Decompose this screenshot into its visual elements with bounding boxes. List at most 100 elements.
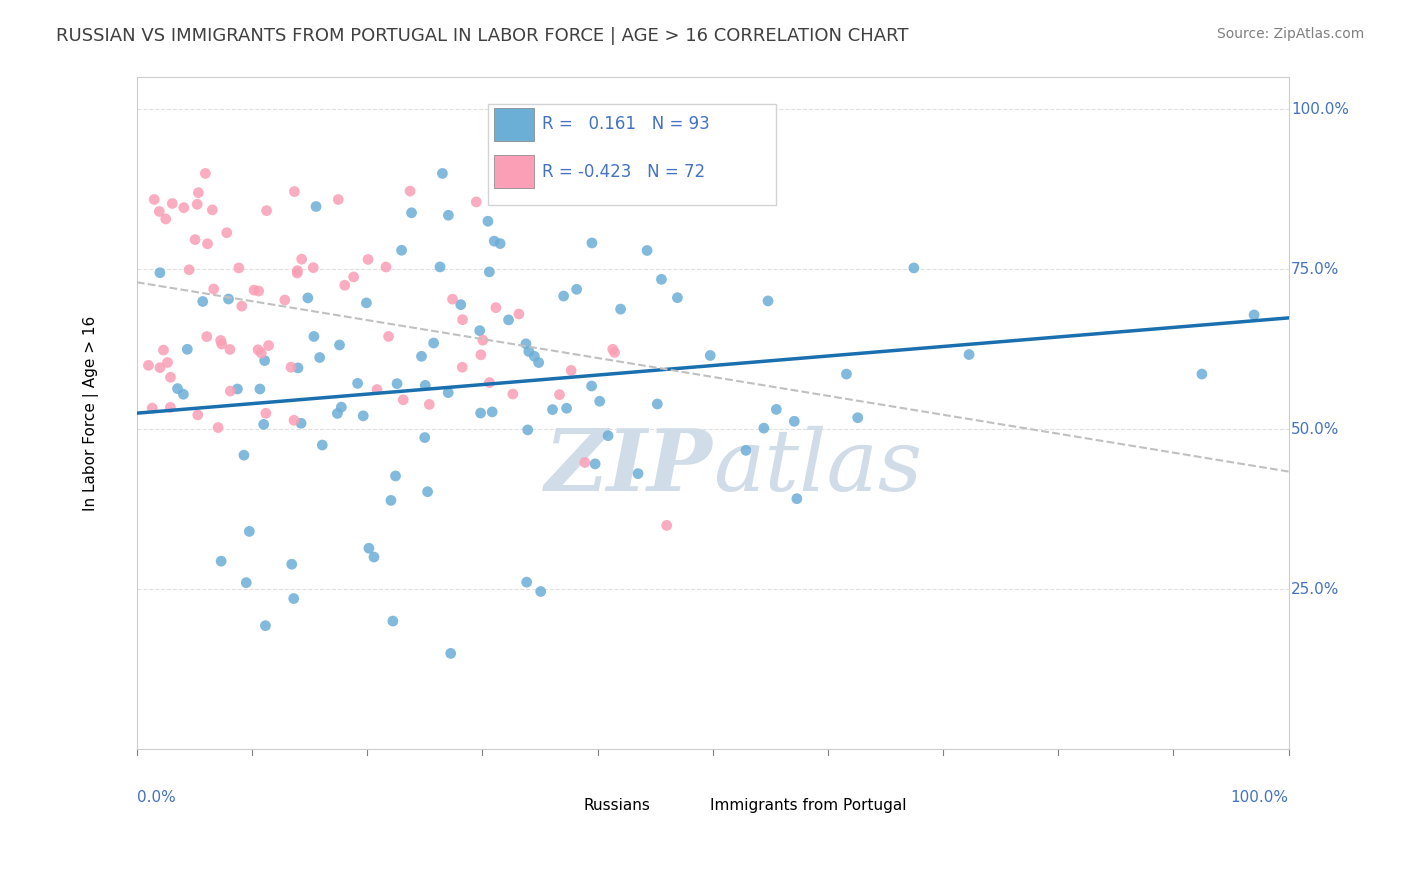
Point bbox=[441, 292, 464, 306]
Point bbox=[233, 448, 256, 462]
Point bbox=[187, 408, 209, 422]
Point bbox=[228, 260, 250, 275]
Point bbox=[377, 329, 399, 343]
Point bbox=[451, 312, 474, 326]
Point bbox=[548, 387, 571, 401]
Point bbox=[515, 336, 537, 351]
Point bbox=[401, 206, 423, 220]
Point bbox=[530, 584, 553, 599]
Point bbox=[583, 457, 606, 471]
Point bbox=[280, 360, 302, 375]
Point bbox=[783, 414, 806, 428]
Point bbox=[152, 343, 174, 357]
Point bbox=[560, 363, 582, 377]
Point bbox=[366, 383, 388, 397]
Point bbox=[437, 385, 460, 400]
Point bbox=[416, 484, 439, 499]
Point bbox=[903, 260, 925, 275]
FancyBboxPatch shape bbox=[488, 104, 776, 205]
Point bbox=[429, 260, 451, 274]
Point bbox=[380, 493, 402, 508]
Point bbox=[247, 343, 270, 357]
Point bbox=[392, 392, 415, 407]
Point bbox=[609, 302, 631, 317]
Point bbox=[484, 234, 506, 248]
Point bbox=[302, 329, 325, 343]
Point bbox=[411, 349, 433, 363]
Point bbox=[565, 282, 588, 296]
Point bbox=[219, 384, 242, 398]
Point bbox=[249, 382, 271, 396]
Point bbox=[328, 338, 350, 352]
Point bbox=[375, 260, 398, 274]
Point bbox=[470, 406, 492, 420]
Point bbox=[305, 200, 328, 214]
Point bbox=[752, 421, 775, 435]
Point bbox=[596, 428, 619, 442]
Point bbox=[138, 359, 160, 373]
Point bbox=[253, 417, 276, 432]
Point bbox=[333, 278, 356, 293]
Point bbox=[253, 353, 276, 368]
Point bbox=[215, 226, 238, 240]
Point bbox=[555, 401, 578, 416]
Point bbox=[297, 291, 319, 305]
Point bbox=[191, 294, 214, 309]
Point bbox=[143, 193, 166, 207]
Point bbox=[197, 236, 219, 251]
Point bbox=[211, 337, 233, 351]
Point bbox=[218, 292, 240, 306]
Point bbox=[209, 334, 232, 348]
Point bbox=[302, 260, 325, 275]
Point bbox=[247, 284, 270, 298]
FancyBboxPatch shape bbox=[551, 797, 576, 814]
Point bbox=[527, 355, 550, 369]
Point bbox=[553, 289, 575, 303]
Point bbox=[257, 338, 280, 352]
Point bbox=[489, 236, 512, 251]
Point bbox=[485, 301, 508, 315]
Point bbox=[274, 293, 297, 307]
Point bbox=[162, 196, 184, 211]
Point bbox=[581, 235, 603, 250]
Point bbox=[786, 491, 808, 506]
Point bbox=[432, 166, 454, 180]
Point bbox=[195, 329, 218, 343]
Point bbox=[256, 203, 278, 218]
Point bbox=[1243, 308, 1265, 322]
Text: ZIP: ZIP bbox=[546, 425, 713, 509]
Point bbox=[517, 344, 540, 359]
Point bbox=[356, 296, 378, 310]
Point bbox=[636, 244, 658, 258]
Point bbox=[219, 343, 242, 357]
Point bbox=[283, 185, 305, 199]
FancyBboxPatch shape bbox=[494, 154, 534, 188]
Point bbox=[184, 233, 207, 247]
Point bbox=[756, 293, 779, 308]
Point bbox=[413, 431, 436, 445]
Point bbox=[553, 188, 575, 202]
Point bbox=[243, 283, 266, 297]
FancyBboxPatch shape bbox=[494, 108, 534, 141]
Point bbox=[418, 397, 440, 411]
Point bbox=[581, 379, 603, 393]
Text: 75.0%: 75.0% bbox=[1291, 262, 1340, 277]
Point bbox=[523, 349, 546, 363]
Point bbox=[516, 575, 538, 590]
Point bbox=[254, 618, 277, 632]
Point bbox=[835, 367, 858, 381]
Point bbox=[385, 376, 408, 391]
Point bbox=[498, 313, 520, 327]
Text: In Labor Force | Age > 16: In Labor Force | Age > 16 bbox=[83, 316, 98, 511]
Text: R =   0.161   N = 93: R = 0.161 N = 93 bbox=[543, 115, 710, 134]
Point bbox=[541, 402, 564, 417]
Point bbox=[391, 244, 413, 258]
Point bbox=[328, 193, 350, 207]
Text: 50.0%: 50.0% bbox=[1291, 422, 1340, 437]
Point bbox=[176, 343, 198, 357]
Point bbox=[478, 265, 501, 279]
Point bbox=[311, 438, 333, 452]
Point bbox=[699, 192, 721, 206]
Point bbox=[352, 409, 374, 423]
Point bbox=[699, 349, 721, 363]
